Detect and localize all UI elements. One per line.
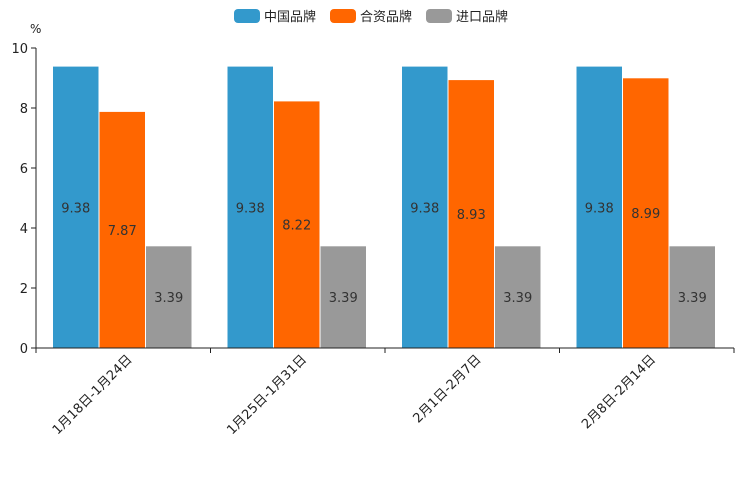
data-label: 3.39 xyxy=(329,291,358,306)
legend-swatch xyxy=(330,9,356,23)
data-label: 8.93 xyxy=(457,208,486,223)
legend-item[interactable]: 进口品牌 xyxy=(426,9,508,25)
data-label: 9.38 xyxy=(236,201,265,216)
x-tick-label: 2月1日-2月7日 xyxy=(410,352,484,426)
data-label: 9.38 xyxy=(410,201,439,216)
bar-2-2 xyxy=(274,101,320,349)
x-tick-label: 1月18日-1月24日 xyxy=(50,352,136,438)
bar-2-1 xyxy=(99,111,145,349)
x-axis: 1月18日-1月24日 1月25日-1月31日 2月1日-2月7日 2月8日-2月14… xyxy=(35,347,735,438)
data-label: 7.87 xyxy=(108,224,137,239)
bar-2-3 xyxy=(448,80,494,348)
data-label: 3.39 xyxy=(678,291,707,306)
bar-1-1 xyxy=(53,66,99,348)
legend-label: 中国品牌 xyxy=(264,9,316,25)
y-axis-unit: % xyxy=(30,22,41,36)
x-tick-label: 1月25日-1月31日 xyxy=(224,352,310,438)
legend-label: 进口品牌 xyxy=(456,9,508,25)
bar-1-4 xyxy=(576,66,622,348)
y-tick-label: 10 xyxy=(11,42,28,57)
bar-1-2 xyxy=(227,66,273,348)
y-tick-label: 2 xyxy=(20,282,28,297)
bar-1-3 xyxy=(402,66,448,348)
y-tick-label: 4 xyxy=(20,222,28,237)
y-axis: 0 2 4 6 8 10 xyxy=(11,42,37,357)
x-tick-label: 2月8日-2月14日 xyxy=(579,352,659,432)
data-label: 8.22 xyxy=(282,219,311,234)
data-label: 9.38 xyxy=(61,201,90,216)
bar-2-4 xyxy=(623,78,669,349)
data-label: 3.39 xyxy=(154,291,183,306)
legend-label: 合资品牌 xyxy=(360,9,412,25)
legend-item[interactable]: 合资品牌 xyxy=(330,9,412,25)
data-label: 3.39 xyxy=(503,291,532,306)
y-tick-label: 8 xyxy=(20,102,28,117)
bar-3-2 xyxy=(320,246,366,348)
bars: 9.38 7.87 3.39 9.38 8.22 3.39 9.38 8.93 3.39 9.38… xyxy=(53,66,715,349)
legend-swatch xyxy=(426,9,452,23)
data-label: 8.99 xyxy=(631,207,660,222)
y-tick-label: 0 xyxy=(20,342,28,357)
legend: 中国品牌 合资品牌 进口品牌 xyxy=(234,9,508,25)
bar-3-3 xyxy=(495,246,541,348)
bar-3-1 xyxy=(146,246,192,348)
data-label: 9.38 xyxy=(585,201,614,216)
legend-item[interactable]: 中国品牌 xyxy=(234,9,316,25)
y-tick-label: 6 xyxy=(20,162,28,177)
bar-3-4 xyxy=(669,246,715,348)
legend-swatch xyxy=(234,9,260,23)
